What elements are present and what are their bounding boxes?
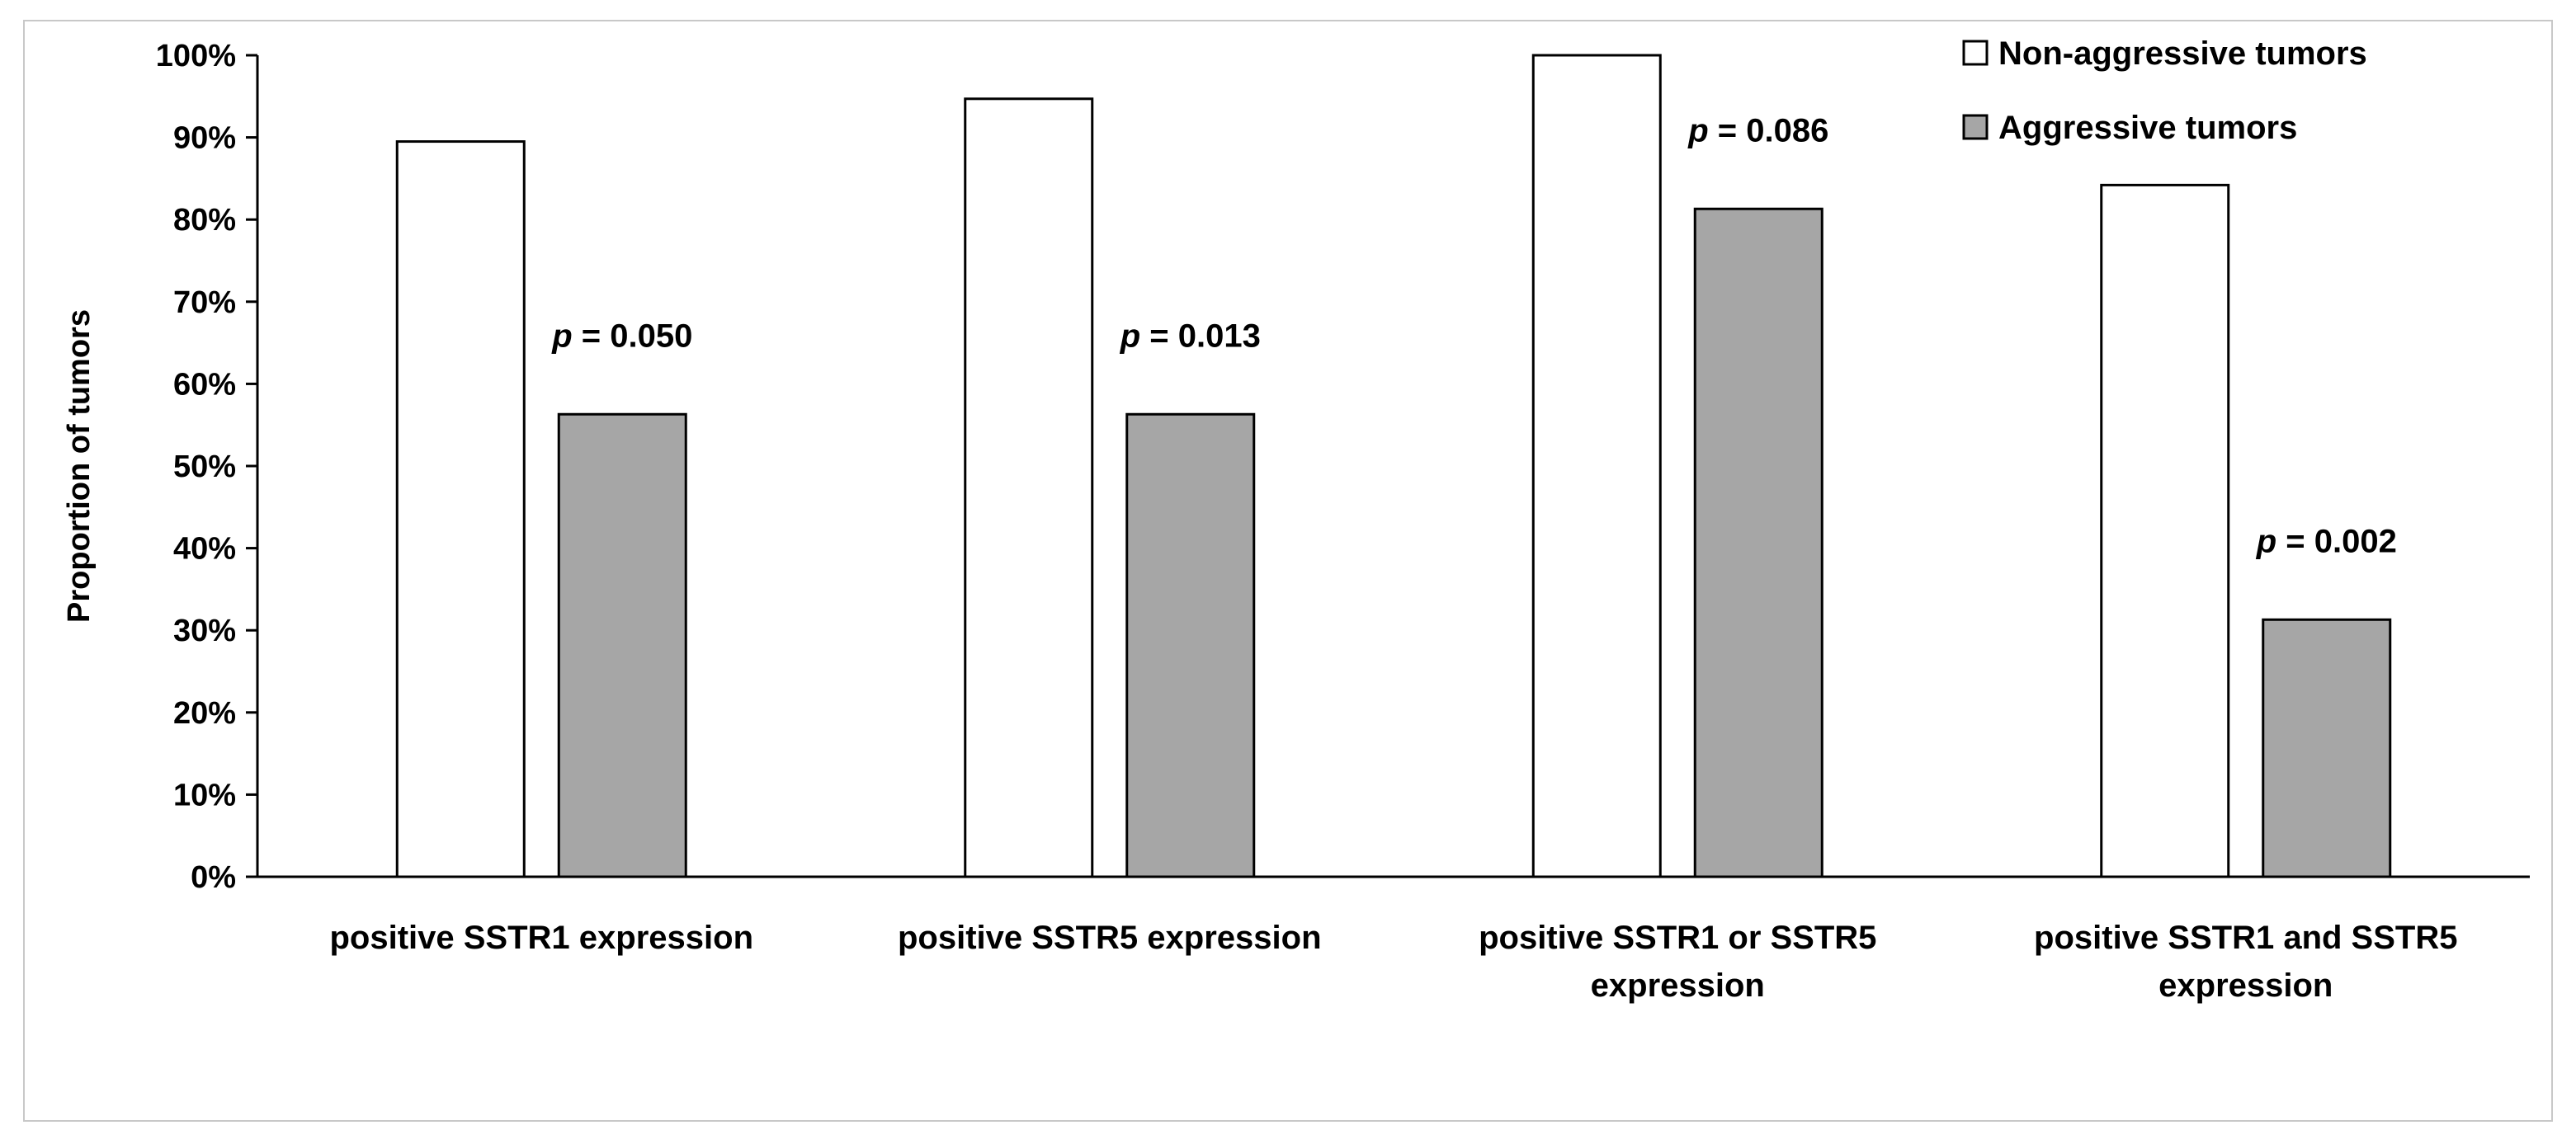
y-tick-label: 60% <box>173 367 236 402</box>
bar-aggressive-2 <box>1125 412 1256 878</box>
x-category-label: expression <box>2158 967 2333 1004</box>
bar-non-aggressive-4 <box>2100 183 2230 878</box>
y-tick-label: 80% <box>173 203 236 238</box>
p-value-label: p = 0.002 <box>2256 523 2397 559</box>
p-value-label: p = 0.086 <box>1687 112 1828 148</box>
bar-aggressive-1 <box>557 412 687 878</box>
x-category-label: positive SSTR1 or SSTR5 <box>1479 920 1876 956</box>
bar-aggressive-4 <box>2262 618 2392 878</box>
x-category-label: positive SSTR5 expression <box>898 920 1322 956</box>
bars <box>395 54 2392 878</box>
bar-non-aggressive-2 <box>964 97 1094 878</box>
x-category-label: positive SSTR1 expression <box>329 920 753 956</box>
y-tick-label: 0% <box>191 860 236 895</box>
p-value-label: p = 0.050 <box>551 318 692 354</box>
labels: positive SSTR1 expression p = 0.050 positi… <box>329 112 2457 1004</box>
y-tick-label: 10% <box>173 778 236 812</box>
y-tick-label: 90% <box>173 121 236 156</box>
legend-swatch <box>1962 40 1989 66</box>
p-value-label: p = 0.013 <box>1120 318 1261 354</box>
x-category-label: positive SSTR1 and SSTR5 <box>2034 920 2457 956</box>
y-tick-label: 40% <box>173 532 236 567</box>
legend: Non-aggressive tumors Aggressive tumors <box>1962 35 2367 146</box>
y-axis-title: Proportion of tumors <box>62 309 97 623</box>
bar-non-aggressive-3 <box>1531 54 1662 878</box>
bar-aggressive-3 <box>1693 207 1823 878</box>
y-tick-label: 30% <box>173 614 236 648</box>
legend-label: Aggressive tumors <box>1998 110 2297 146</box>
y-tick-label: 20% <box>173 696 236 731</box>
legend-swatch <box>1962 114 1989 140</box>
y-tick-label: 50% <box>173 450 236 484</box>
x-category-label: expression <box>1591 967 1765 1004</box>
bar-non-aggressive-1 <box>395 140 526 878</box>
y-tick-label: 70% <box>173 285 236 320</box>
legend-label: Non-aggressive tumors <box>1998 35 2367 72</box>
y-tick-label: 100% <box>156 39 236 73</box>
